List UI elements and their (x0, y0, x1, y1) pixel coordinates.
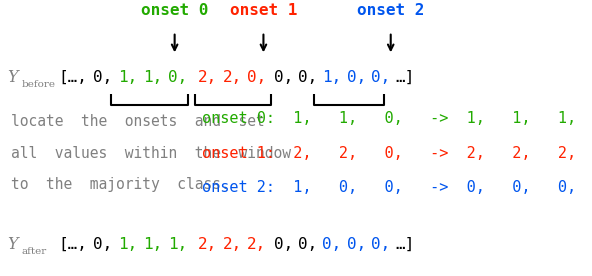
Text: before: before (21, 80, 55, 89)
Text: Y: Y (7, 236, 18, 253)
Text: 0,: 0, (298, 70, 317, 85)
Text: 2,: 2, (247, 237, 266, 252)
Text: 0,: 0, (298, 237, 317, 252)
Text: after: after (21, 247, 47, 256)
Text: onset 0:  1,   1,   0,   ->  1,   1,   1,: onset 0: 1, 1, 0, -> 1, 1, 1, (202, 111, 577, 126)
Text: to  the  majority  class.: to the majority class. (11, 177, 230, 192)
Text: onset 1: onset 1 (230, 3, 297, 18)
Text: 0,: 0, (371, 70, 391, 85)
Text: onset 2:  1,   0,   0,   ->  0,   0,   0,: onset 2: 1, 0, 0, -> 0, 0, 0, (202, 180, 577, 195)
Text: 1,: 1, (168, 237, 188, 252)
Text: …]: …] (395, 237, 415, 252)
Text: all  values  within  the  window: all values within the window (11, 146, 291, 161)
Text: 0,: 0, (347, 70, 366, 85)
Text: Y: Y (7, 69, 18, 86)
Text: 0,: 0, (168, 70, 188, 85)
Text: 0,: 0, (247, 70, 266, 85)
Text: 0,: 0, (93, 237, 112, 252)
Text: 1,: 1, (143, 237, 163, 252)
Text: 1,: 1, (322, 70, 342, 85)
Text: onset 1:  2,   2,   0,   ->  2,   2,   2,: onset 1: 2, 2, 0, -> 2, 2, 2, (202, 146, 577, 161)
Text: 0,: 0, (93, 70, 112, 85)
Text: 0,: 0, (371, 237, 391, 252)
Text: 1,: 1, (118, 70, 138, 85)
Text: 2,: 2, (198, 70, 217, 85)
Text: 2,: 2, (223, 70, 242, 85)
Text: 0,: 0, (274, 70, 293, 85)
Text: 1,: 1, (118, 237, 138, 252)
Text: 2,: 2, (198, 237, 217, 252)
Text: 2,: 2, (223, 237, 242, 252)
Text: …]: …] (395, 70, 415, 85)
Text: 1,: 1, (143, 70, 163, 85)
Text: 0,: 0, (322, 237, 342, 252)
Text: onset 2: onset 2 (357, 3, 424, 18)
Text: 0,: 0, (274, 237, 293, 252)
Text: 0,: 0, (347, 237, 366, 252)
Text: locate  the  onsets  and  set: locate the onsets and set (11, 114, 265, 129)
Text: onset 0: onset 0 (141, 3, 208, 18)
Text: […,: […, (58, 237, 87, 252)
Text: […,: […, (58, 70, 87, 85)
